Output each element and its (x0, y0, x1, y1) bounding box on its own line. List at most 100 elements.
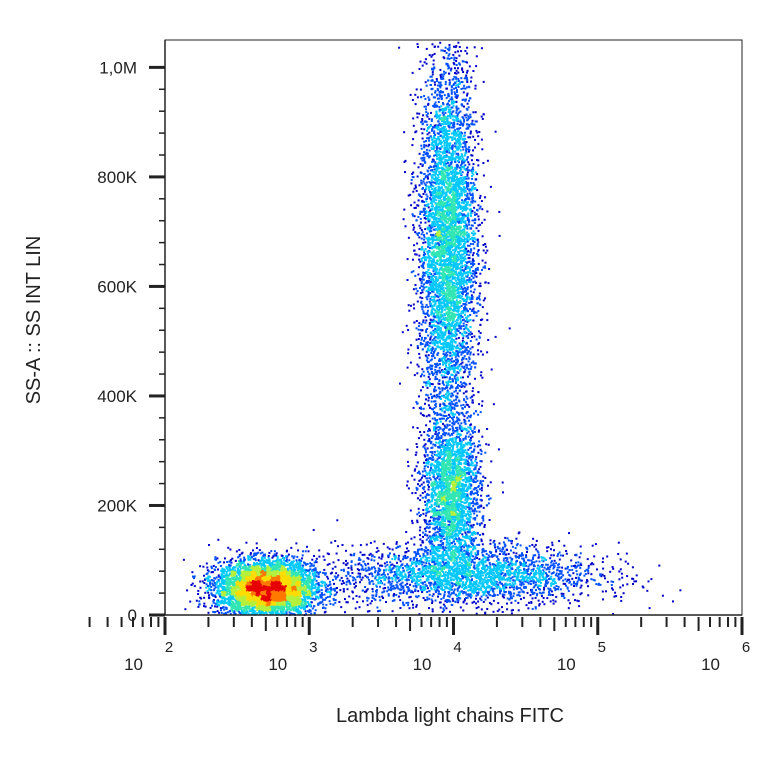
data-point (245, 577, 248, 580)
data-point (228, 593, 231, 596)
data-point (302, 576, 305, 578)
data-point (318, 595, 321, 598)
data-point (340, 606, 343, 609)
data-point (309, 594, 312, 597)
data-point (279, 602, 281, 605)
data-point (238, 560, 240, 563)
data-point (307, 584, 310, 587)
data-point (272, 555, 275, 558)
data-point (245, 609, 248, 612)
data-point (225, 575, 228, 578)
data-point (233, 584, 236, 587)
data-point (241, 610, 243, 613)
data-point (306, 600, 309, 603)
data-point (244, 596, 247, 599)
data-point (311, 586, 314, 589)
data-point (292, 601, 295, 604)
data-point (231, 608, 234, 611)
data-point (235, 592, 238, 594)
data-point (282, 572, 285, 575)
data-point (205, 586, 208, 589)
data-point (227, 546, 230, 549)
data-point (314, 560, 317, 563)
data-point (252, 549, 254, 552)
data-point (324, 586, 327, 589)
data-point (256, 552, 259, 555)
data-point (249, 558, 252, 561)
data-point (257, 569, 260, 572)
data-point (312, 529, 315, 531)
data-point (226, 591, 229, 594)
data-point (285, 605, 288, 608)
data-point (227, 577, 230, 580)
data-point (286, 561, 289, 564)
data-point (312, 579, 315, 582)
data-point (207, 577, 210, 580)
data-point (257, 608, 260, 611)
data-point (267, 559, 270, 562)
data-point (225, 570, 228, 573)
data-point (254, 575, 257, 578)
data-point (263, 592, 266, 595)
data-point (288, 559, 291, 562)
data-point (285, 603, 288, 606)
data-point (256, 609, 259, 612)
data-point (298, 586, 301, 589)
data-point (263, 559, 266, 562)
data-point (289, 561, 292, 564)
data-point (228, 600, 231, 603)
data-point (259, 578, 262, 581)
data-point (279, 564, 282, 567)
data-point (277, 566, 280, 569)
data-point (274, 592, 277, 595)
data-point (222, 600, 225, 603)
data-point (255, 542, 258, 545)
data-point (300, 573, 303, 576)
data-point (261, 570, 264, 572)
data-point (295, 581, 298, 584)
data-point (298, 603, 301, 606)
data-point (314, 585, 317, 588)
data-point (281, 598, 284, 601)
data-point (249, 574, 251, 577)
data-point (224, 600, 227, 603)
data-point (224, 587, 226, 590)
data-point (212, 599, 215, 601)
data-point (219, 585, 221, 588)
data-point (201, 580, 204, 583)
data-point (292, 581, 295, 584)
data-point (228, 567, 231, 570)
data-point (326, 596, 329, 598)
data-point (268, 596, 271, 598)
data-point (306, 586, 309, 589)
data-point (225, 581, 228, 584)
data-point (281, 555, 284, 557)
data-point (251, 605, 254, 608)
data-point (224, 592, 227, 595)
data-point (224, 589, 227, 592)
data-point (229, 573, 231, 576)
data-point (214, 566, 217, 569)
data-point (236, 571, 239, 574)
data-point (224, 606, 227, 609)
data-point (231, 606, 234, 609)
data-point (298, 570, 301, 573)
data-point (286, 578, 289, 581)
data-point (213, 587, 216, 590)
data-point (247, 588, 250, 591)
data-point (232, 601, 235, 604)
data-point (262, 595, 265, 598)
data-point (300, 570, 303, 573)
data-point (307, 602, 310, 605)
data-point (229, 564, 232, 567)
data-point (245, 611, 248, 614)
data-point (234, 566, 237, 569)
data-point (295, 564, 298, 567)
data-point (275, 611, 277, 614)
data-point (237, 556, 240, 559)
data-point (225, 601, 228, 604)
data-point (246, 578, 249, 581)
data-point (258, 593, 261, 596)
data-point (322, 598, 325, 601)
data-point (304, 580, 307, 583)
